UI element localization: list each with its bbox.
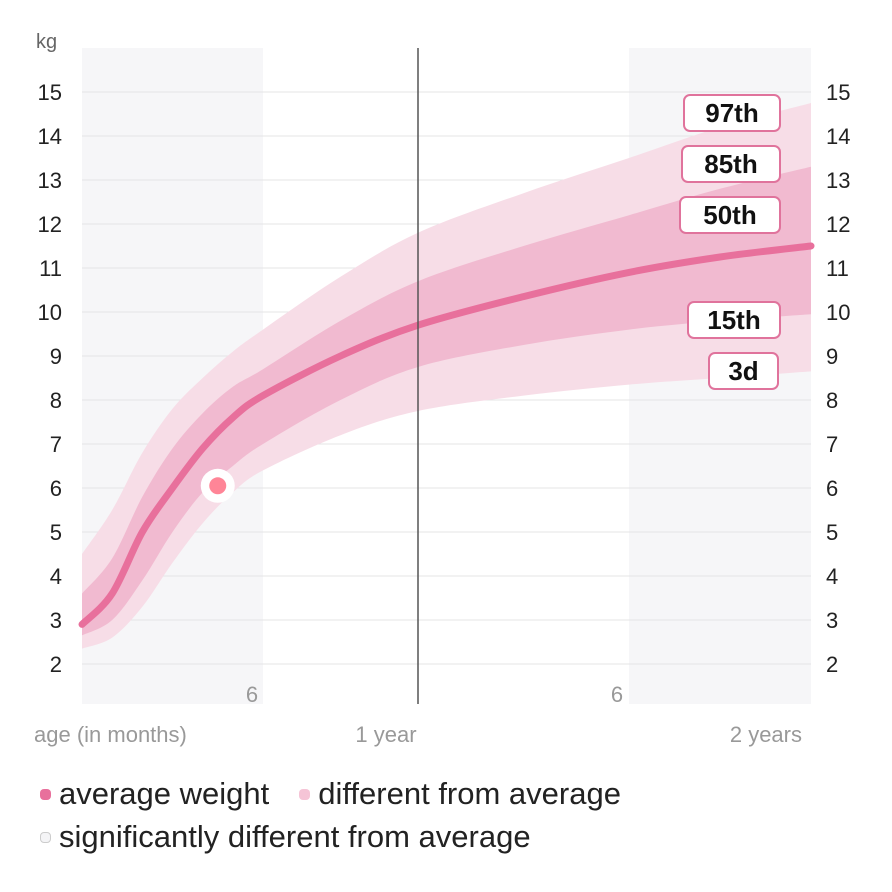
percentile-label-p15: 15th xyxy=(707,305,760,335)
y-tick-left: 9 xyxy=(50,344,62,369)
y-tick-right: 3 xyxy=(826,608,838,633)
y-tick-left: 5 xyxy=(50,520,62,545)
x-tick-label: 1 year xyxy=(355,722,416,747)
y-tick-left: 10 xyxy=(38,300,62,325)
y-tick-left: 14 xyxy=(38,124,62,149)
y-unit-label: kg xyxy=(36,31,57,53)
measurement-point xyxy=(209,477,227,495)
y-tick-right: 6 xyxy=(826,476,838,501)
y-tick-left: 6 xyxy=(50,476,62,501)
legend-average-label: average weight xyxy=(59,776,270,811)
x-tick-label: 2 years xyxy=(730,722,802,747)
legend-different-swatch xyxy=(299,788,311,800)
legend-significant-label: significantly different from average xyxy=(59,819,531,854)
percentile-label-p3: 3d xyxy=(728,356,758,386)
percentile-label-p85: 85th xyxy=(704,149,757,179)
percentile-label-box-p15 xyxy=(687,301,781,339)
percentile-label-p50: 50th xyxy=(703,200,756,230)
percentile-label-box-p3 xyxy=(708,352,779,390)
y-tick-right: 11 xyxy=(826,256,849,281)
legend-different-label: different from average xyxy=(318,776,621,811)
legend-row-1: average weight different from average xyxy=(40,776,621,812)
y-tick-right: 9 xyxy=(826,344,838,369)
y-tick-right: 15 xyxy=(826,80,850,105)
legend-average-swatch xyxy=(40,788,51,800)
y-tick-left: 8 xyxy=(50,388,62,413)
y-tick-right: 8 xyxy=(826,388,838,413)
x-tick-label: 6 xyxy=(246,682,258,707)
y-tick-right: 2 xyxy=(826,652,838,677)
y-tick-right: 13 xyxy=(826,168,850,193)
y-tick-left: 12 xyxy=(38,212,62,237)
y-tick-right: 7 xyxy=(826,432,838,457)
y-tick-right: 14 xyxy=(826,124,850,149)
y-tick-left: 11 xyxy=(39,256,62,281)
percentile-label-box-p85 xyxy=(681,145,781,183)
legend-row-2: significantly different from average xyxy=(40,819,531,855)
y-tick-left: 4 xyxy=(50,564,62,589)
x-tick-label: 6 xyxy=(611,682,623,707)
y-tick-left: 3 xyxy=(50,608,62,633)
band-different xyxy=(82,166,811,636)
y-tick-right: 10 xyxy=(826,300,850,325)
average-weight-line xyxy=(78,242,815,628)
y-tick-right: 5 xyxy=(826,520,838,545)
y-tick-left: 13 xyxy=(38,168,62,193)
percentile-label-box-p97 xyxy=(683,94,781,132)
x-axis-label: age (in months) xyxy=(34,722,187,747)
percentile-label-box-p50 xyxy=(679,196,781,234)
y-tick-left: 15 xyxy=(38,80,62,105)
percentile-label-p97: 97th xyxy=(705,98,758,128)
y-tick-right: 4 xyxy=(826,564,838,589)
y-tick-right: 12 xyxy=(826,212,850,237)
legend-significant-swatch xyxy=(40,831,51,843)
y-tick-left: 7 xyxy=(50,432,62,457)
y-tick-left: 2 xyxy=(50,652,62,677)
